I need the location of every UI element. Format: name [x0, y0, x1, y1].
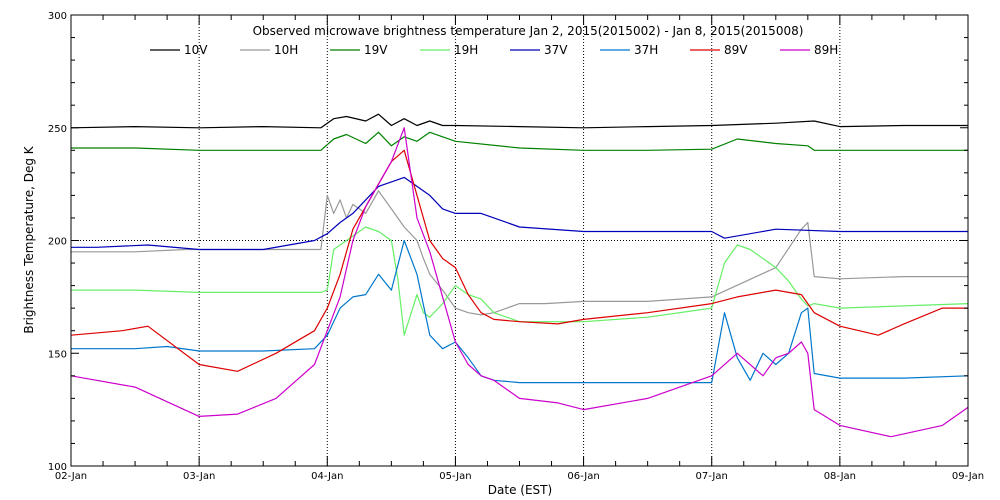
x-tick-label: 09-Jan: [952, 471, 984, 482]
grid: [71, 15, 968, 466]
y-tick-label: 300: [48, 11, 67, 22]
y-axis-title: Brightness Temperature, Deg K: [22, 145, 36, 333]
legend-label-10h: 10H: [274, 43, 298, 57]
legend-label-19h: 19H: [454, 43, 478, 57]
plot-lines: [70, 113, 969, 438]
axes: 100 150 200 250 300 02-Jan 03-Jan 04-Jan 05-Jan 0…: [48, 11, 984, 482]
y-tick-label: 250: [48, 124, 67, 135]
chart-title: Observed microwave brightness temperatur…: [253, 24, 804, 38]
x-tick-label: 04-Jan: [311, 471, 343, 482]
x-tick-label: 06-Jan: [567, 471, 599, 482]
y-tick-label: 100: [48, 462, 67, 473]
y-tick-label: 150: [48, 349, 67, 360]
series-line-10v: [70, 113, 968, 129]
x-tick-label: 03-Jan: [183, 471, 215, 482]
series-line-89v: [70, 149, 968, 372]
x-tick-label: 05-Jan: [439, 471, 471, 482]
legend-label-10v: 10V: [184, 43, 208, 57]
y-tick-label: 200: [48, 237, 67, 248]
series-line-19v: [71, 131, 968, 151]
legend-label-37h: 37H: [634, 43, 658, 57]
x-tick-label: 02-Jan: [55, 471, 87, 482]
series-line-89h: [70, 127, 969, 438]
series-line-19h: [71, 226, 969, 336]
series-line-37h: [71, 239, 969, 384]
legend-label-37v: 37V: [544, 43, 568, 57]
legend-label-89v: 89V: [724, 43, 748, 57]
x-axis-title: Date (EST): [488, 483, 552, 497]
series-line-10h: [71, 190, 968, 316]
legend-label-89h: 89H: [814, 43, 838, 57]
x-tick-label: 08-Jan: [824, 471, 856, 482]
x-tick-label: 07-Jan: [696, 471, 728, 482]
legend-label-19v: 19V: [364, 43, 388, 57]
series-line-37v: [71, 176, 968, 251]
legend: 10V 10H 19V 19H 37V 37H 89V 89H: [150, 43, 838, 57]
